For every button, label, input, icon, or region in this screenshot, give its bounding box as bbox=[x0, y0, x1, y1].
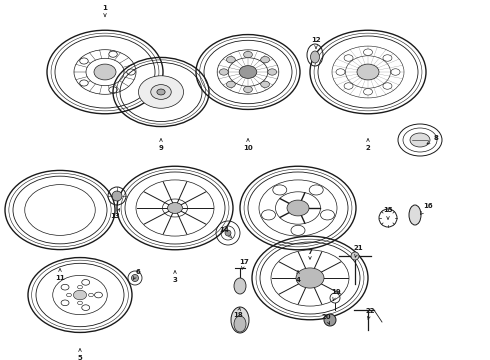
Ellipse shape bbox=[244, 86, 252, 93]
Text: 4: 4 bbox=[295, 271, 300, 283]
Text: 10: 10 bbox=[243, 139, 253, 151]
Ellipse shape bbox=[61, 300, 69, 306]
Ellipse shape bbox=[61, 284, 69, 290]
Ellipse shape bbox=[344, 55, 353, 61]
Text: 14: 14 bbox=[219, 227, 232, 238]
Ellipse shape bbox=[157, 89, 165, 95]
Ellipse shape bbox=[244, 51, 252, 58]
Text: 12: 12 bbox=[311, 37, 321, 49]
Ellipse shape bbox=[231, 307, 249, 333]
Ellipse shape bbox=[234, 316, 246, 332]
Ellipse shape bbox=[364, 89, 372, 95]
Ellipse shape bbox=[226, 81, 235, 87]
Text: 2: 2 bbox=[366, 139, 370, 151]
Text: 7: 7 bbox=[308, 249, 313, 259]
Text: 9: 9 bbox=[159, 139, 164, 151]
Ellipse shape bbox=[225, 230, 231, 236]
Ellipse shape bbox=[77, 285, 82, 289]
Text: 22: 22 bbox=[365, 308, 375, 320]
Text: 1: 1 bbox=[102, 5, 107, 17]
Ellipse shape bbox=[67, 293, 72, 297]
Ellipse shape bbox=[109, 51, 117, 57]
Text: 6: 6 bbox=[133, 269, 140, 279]
Ellipse shape bbox=[25, 185, 95, 235]
Ellipse shape bbox=[261, 81, 270, 87]
Ellipse shape bbox=[262, 210, 275, 220]
Ellipse shape bbox=[220, 69, 228, 75]
Ellipse shape bbox=[109, 87, 117, 93]
Ellipse shape bbox=[273, 185, 287, 195]
Text: 16: 16 bbox=[420, 203, 433, 215]
Ellipse shape bbox=[268, 69, 276, 75]
Text: 19: 19 bbox=[331, 289, 341, 301]
Ellipse shape bbox=[409, 205, 421, 225]
Ellipse shape bbox=[291, 225, 305, 235]
Ellipse shape bbox=[77, 301, 82, 305]
Ellipse shape bbox=[287, 200, 309, 216]
Ellipse shape bbox=[383, 55, 392, 61]
Text: 15: 15 bbox=[383, 207, 393, 219]
Ellipse shape bbox=[261, 57, 270, 63]
Ellipse shape bbox=[80, 58, 88, 64]
Ellipse shape bbox=[344, 83, 353, 89]
Ellipse shape bbox=[139, 76, 184, 108]
Ellipse shape bbox=[311, 51, 319, 63]
Ellipse shape bbox=[82, 305, 90, 311]
Ellipse shape bbox=[336, 69, 345, 75]
Text: 20: 20 bbox=[321, 314, 331, 324]
Ellipse shape bbox=[82, 279, 90, 285]
Ellipse shape bbox=[364, 49, 372, 55]
Ellipse shape bbox=[127, 69, 135, 75]
Text: 18: 18 bbox=[233, 308, 243, 318]
Ellipse shape bbox=[351, 252, 359, 260]
Ellipse shape bbox=[95, 292, 102, 298]
Text: 3: 3 bbox=[172, 271, 177, 283]
Ellipse shape bbox=[320, 210, 335, 220]
Text: 13: 13 bbox=[110, 209, 120, 219]
Ellipse shape bbox=[410, 133, 430, 147]
Ellipse shape bbox=[89, 293, 94, 297]
Ellipse shape bbox=[296, 268, 324, 288]
Text: 11: 11 bbox=[55, 269, 65, 281]
Ellipse shape bbox=[168, 203, 182, 213]
Ellipse shape bbox=[357, 64, 379, 80]
Ellipse shape bbox=[309, 185, 323, 195]
Ellipse shape bbox=[234, 278, 246, 294]
Ellipse shape bbox=[226, 57, 235, 63]
Ellipse shape bbox=[94, 64, 116, 80]
Text: 8: 8 bbox=[427, 135, 439, 144]
Ellipse shape bbox=[112, 191, 122, 201]
Text: 17: 17 bbox=[239, 259, 249, 269]
Ellipse shape bbox=[151, 85, 171, 99]
Ellipse shape bbox=[131, 274, 139, 282]
Text: 5: 5 bbox=[77, 349, 82, 360]
Ellipse shape bbox=[239, 66, 257, 78]
Ellipse shape bbox=[324, 314, 336, 326]
Ellipse shape bbox=[383, 83, 392, 89]
Ellipse shape bbox=[74, 290, 87, 300]
Ellipse shape bbox=[80, 80, 88, 86]
Ellipse shape bbox=[391, 69, 400, 75]
Text: 21: 21 bbox=[353, 245, 363, 257]
